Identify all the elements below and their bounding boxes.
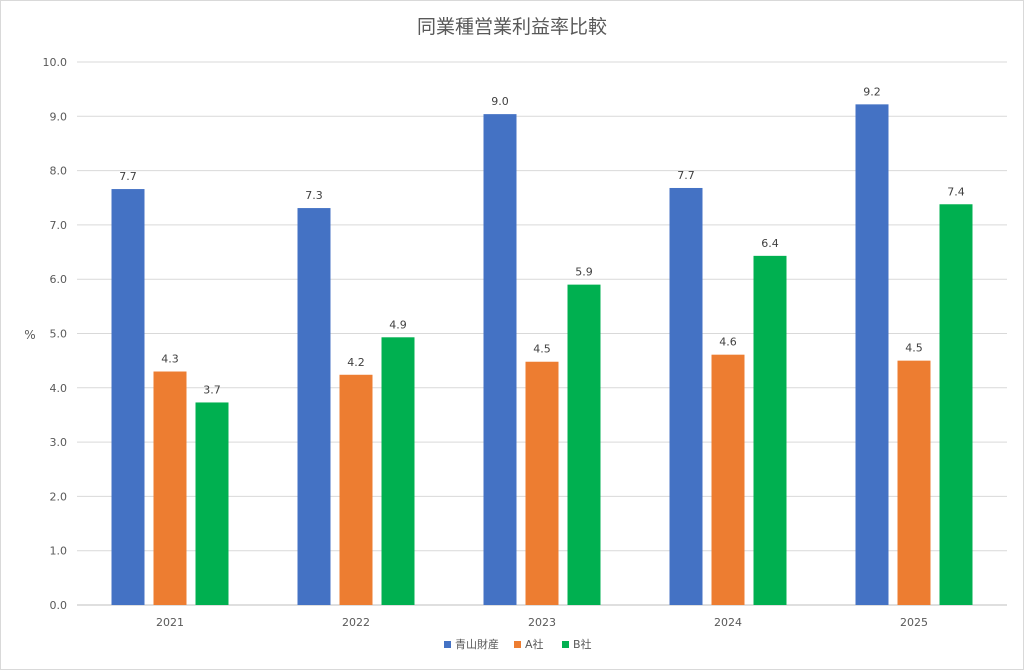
data-label: 9.0 [491, 95, 509, 108]
data-label: 3.7 [203, 383, 221, 396]
legend-item-label: B社 [573, 637, 592, 651]
x-tick-label: 2022 [342, 616, 370, 629]
bar-2024-series-2 [753, 255, 787, 605]
bars [111, 104, 973, 606]
bar-2023-series-2 [567, 284, 601, 605]
x-axis-ticks: 2021 2022 2023 2024 2025 [156, 616, 928, 629]
legend: 青山財産 A社 B社 [444, 637, 592, 651]
bar-2021-series-0 [111, 189, 145, 605]
bar-2025-series-0 [855, 104, 889, 605]
x-tick-label: 2025 [900, 616, 928, 629]
bar-2025-series-2 [939, 204, 973, 606]
chart-title: 同業種営業利益率比較 [417, 16, 607, 38]
legend-swatch [562, 641, 569, 648]
data-label: 4.3 [161, 353, 179, 366]
data-label: 7.7 [677, 169, 695, 182]
data-label: 4.2 [347, 356, 365, 369]
x-tick-label: 2024 [714, 616, 742, 629]
bar-2021-series-2 [195, 402, 229, 605]
data-label: 7.3 [305, 189, 323, 202]
data-label: 4.9 [389, 318, 407, 331]
y-tick-label: 4.0 [50, 382, 68, 395]
legend-swatch [514, 641, 521, 648]
y-tick-label: 5.0 [50, 328, 68, 341]
y-tick-label: 6.0 [50, 273, 68, 286]
bar-2025-series-1 [897, 360, 931, 605]
y-tick-label: 10.0 [43, 56, 68, 69]
bar-2023-series-0 [483, 114, 517, 606]
data-label: 9.2 [863, 85, 881, 98]
legend-swatch [444, 641, 451, 648]
bar-2022-series-0 [297, 208, 331, 605]
data-label: 6.4 [761, 237, 779, 250]
y-tick-label: 9.0 [50, 110, 68, 123]
x-tick-label: 2021 [156, 616, 184, 629]
bar-2023-series-1 [525, 361, 559, 605]
y-axis-ticks: 0.0 1.0 2.0 3.0 4.0 5.0 6.0 7.0 8.0 9.0 10.0 [43, 56, 68, 612]
y-tick-label: 7.0 [50, 219, 68, 232]
x-tick-label: 2023 [528, 616, 556, 629]
data-label: 7.7 [119, 170, 137, 183]
bar-2022-series-1 [339, 374, 373, 605]
legend-item-label: 青山財産 [455, 637, 499, 651]
y-tick-label: 0.0 [50, 599, 68, 612]
data-label: 4.5 [905, 342, 923, 355]
y-tick-label: 8.0 [50, 165, 68, 178]
data-label: 4.5 [533, 343, 551, 356]
y-axis-label: % [24, 328, 35, 342]
y-tick-label: 3.0 [50, 436, 68, 449]
y-tick-label: 2.0 [50, 490, 68, 503]
data-label: 7.4 [947, 185, 965, 198]
bar-2022-series-2 [381, 337, 415, 605]
data-label: 5.9 [575, 266, 593, 279]
bar-2024-series-1 [711, 354, 745, 605]
bar-2021-series-1 [153, 371, 187, 605]
y-tick-label: 1.0 [50, 545, 68, 558]
legend-item-label: A社 [525, 637, 544, 651]
data-label: 4.6 [719, 336, 737, 349]
bar-2024-series-0 [669, 187, 703, 605]
data-labels: 7.7 4.3 3.7 7.3 4.2 4.9 9.0 4.5 5.9 7.7 4.6 6.4 9.2 4… [119, 85, 965, 396]
